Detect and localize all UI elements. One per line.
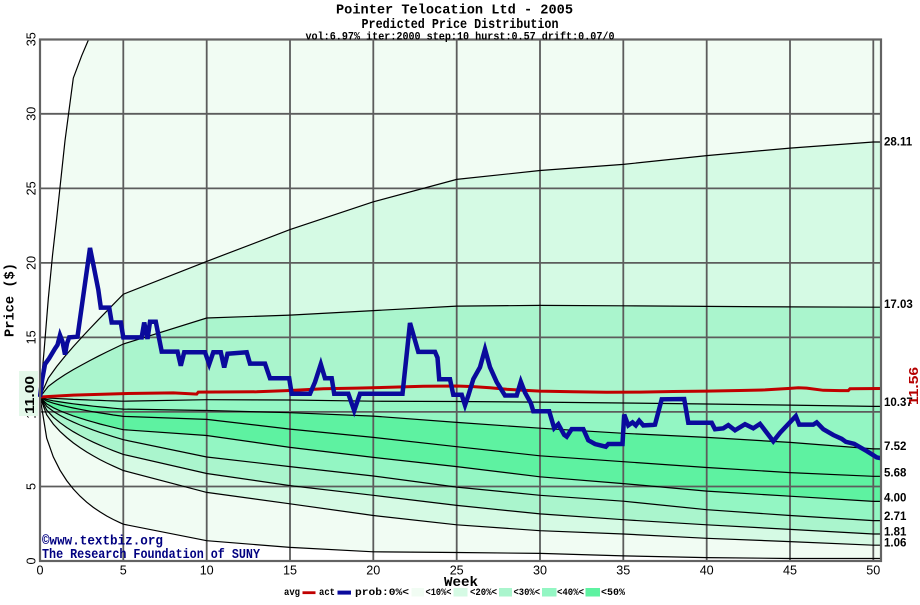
- svg-text:act: act: [319, 587, 335, 599]
- svg-text:35: 35: [616, 563, 630, 578]
- svg-text:10.37: 10.37: [884, 397, 913, 409]
- svg-text:<50%: <50%: [601, 587, 626, 599]
- svg-text:5: 5: [120, 563, 127, 578]
- svg-text:0: 0: [37, 563, 44, 578]
- svg-text:2.71: 2.71: [884, 511, 907, 523]
- svg-text:35: 35: [24, 32, 39, 46]
- svg-text:Predicted Price Distribution: Predicted Price Distribution: [362, 18, 559, 33]
- svg-text:<30%<: <30%<: [514, 587, 541, 599]
- svg-text:25: 25: [450, 563, 464, 578]
- svg-text:40: 40: [700, 563, 714, 578]
- svg-text:20: 20: [24, 256, 39, 270]
- svg-text:28.11: 28.11: [884, 137, 913, 149]
- svg-text:Week: Week: [444, 575, 478, 591]
- svg-text:11.56: 11.56: [907, 367, 920, 405]
- svg-text:20: 20: [366, 563, 380, 578]
- svg-text:<10%<: <10%<: [426, 587, 452, 599]
- svg-text:Price ($): Price ($): [4, 263, 19, 337]
- svg-text:Pointer Telocation Ltd - 2005: Pointer Telocation Ltd - 2005: [336, 3, 573, 19]
- svg-text:4.00: 4.00: [884, 493, 906, 505]
- svg-text:30: 30: [24, 107, 39, 121]
- svg-text:1.06: 1.06: [884, 538, 906, 550]
- svg-text:<40%<: <40%<: [557, 587, 584, 599]
- svg-text:<20%<: <20%<: [470, 587, 497, 599]
- svg-text:avg: avg: [284, 587, 300, 599]
- svg-text:45: 45: [783, 563, 797, 578]
- svg-text:25: 25: [24, 181, 39, 195]
- svg-text:vol:6.97% iter:2000 step:10 hu: vol:6.97% iter:2000 step:10 hurst:0.57 d…: [306, 32, 615, 44]
- svg-text:10: 10: [200, 563, 214, 578]
- svg-text:prob:0%<: prob:0%<: [355, 587, 409, 599]
- svg-text:©www.textbiz.org: ©www.textbiz.org: [42, 535, 163, 550]
- svg-text:1.81: 1.81: [884, 527, 907, 539]
- svg-text:50: 50: [866, 563, 880, 578]
- svg-text:7.52: 7.52: [884, 441, 906, 453]
- svg-text:0: 0: [24, 558, 39, 565]
- svg-text:5.68: 5.68: [884, 468, 907, 480]
- svg-text:30: 30: [533, 563, 547, 578]
- svg-text:The Research Foundation of SUN: The Research Foundation of SUNY: [42, 548, 261, 563]
- svg-text:5: 5: [24, 483, 39, 490]
- svg-text:17.03: 17.03: [884, 299, 913, 311]
- svg-text:15: 15: [24, 330, 39, 344]
- svg-text:11.00: 11.00: [23, 376, 37, 414]
- svg-text:15: 15: [283, 563, 297, 578]
